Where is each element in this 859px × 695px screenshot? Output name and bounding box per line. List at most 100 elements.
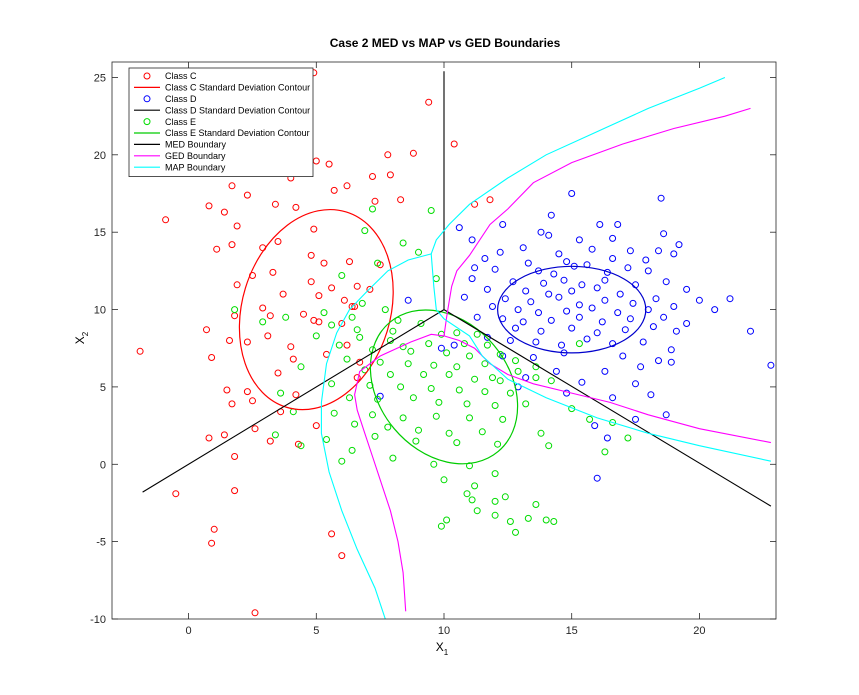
ged-boundary-segment-1 bbox=[354, 333, 772, 612]
class-d-point bbox=[639, 338, 647, 346]
y-tick-label: 25 bbox=[94, 73, 106, 85]
class-c-point bbox=[223, 386, 231, 394]
class-e-point bbox=[346, 394, 353, 402]
class-d-point bbox=[532, 338, 540, 346]
class-e-point bbox=[430, 460, 438, 468]
legend-label-class-e-standard-deviation-contour: Class E Standard Deviation Contour bbox=[165, 128, 310, 138]
class-d-point bbox=[491, 265, 499, 273]
class-d-point bbox=[588, 245, 596, 253]
class-e-point bbox=[491, 470, 499, 478]
class-e-point bbox=[356, 333, 364, 341]
class-e-point bbox=[445, 429, 453, 437]
class-e-point bbox=[389, 327, 397, 335]
class-c-point bbox=[220, 431, 228, 439]
class-c-points bbox=[136, 69, 494, 617]
class-d-point bbox=[506, 337, 514, 344]
class-d-point bbox=[460, 293, 468, 301]
class-e-point bbox=[427, 385, 435, 392]
x-tick-label: 0 bbox=[186, 625, 192, 637]
class-e-point bbox=[478, 428, 486, 436]
class-d-point bbox=[437, 344, 445, 352]
class-d-point bbox=[657, 194, 665, 202]
class-d-point bbox=[670, 250, 678, 258]
class-d-point bbox=[652, 295, 660, 303]
class-e-point bbox=[463, 400, 471, 408]
class-c-standard-deviation-contour bbox=[238, 208, 394, 411]
x-tick-label: 5 bbox=[313, 625, 319, 637]
class-c-point bbox=[213, 245, 221, 253]
class-d-point bbox=[619, 352, 627, 360]
class-e-point bbox=[330, 409, 338, 417]
y-tick-label: 0 bbox=[100, 459, 106, 471]
class-d-point bbox=[450, 341, 458, 349]
class-e-point bbox=[483, 341, 491, 349]
legend-marker-class-d bbox=[143, 95, 151, 103]
class-d-point bbox=[404, 296, 412, 304]
class-e-point bbox=[432, 275, 440, 283]
class-e-point bbox=[496, 350, 504, 358]
class-c-point bbox=[338, 320, 346, 327]
class-d-point bbox=[632, 415, 639, 423]
class-e-point bbox=[460, 340, 468, 348]
class-c-point bbox=[274, 238, 282, 245]
class-d-point bbox=[545, 231, 553, 239]
x-axis-label-main: X bbox=[436, 640, 444, 654]
plot-area bbox=[136, 69, 775, 619]
class-c-point bbox=[266, 437, 274, 445]
class-d-point bbox=[767, 361, 775, 369]
class-e-point bbox=[358, 299, 366, 307]
class-d-point bbox=[593, 284, 601, 292]
class-e-point bbox=[312, 332, 320, 340]
class-d-point bbox=[672, 327, 680, 335]
class-e-point bbox=[404, 360, 412, 368]
class-e-point bbox=[437, 522, 445, 530]
class-c-point bbox=[289, 355, 297, 363]
class-d-point bbox=[471, 264, 479, 272]
class-e-point bbox=[473, 507, 481, 515]
class-e-point bbox=[384, 423, 392, 431]
class-e-point bbox=[425, 340, 433, 348]
class-e-point bbox=[338, 457, 346, 465]
class-d-point bbox=[588, 304, 596, 312]
class-c-point bbox=[292, 203, 300, 211]
class-c-point bbox=[264, 332, 272, 340]
class-e-point bbox=[351, 420, 359, 428]
class-e-point bbox=[601, 448, 609, 456]
class-e-point bbox=[407, 347, 415, 355]
class-e-point bbox=[624, 434, 632, 442]
class-d-point bbox=[575, 313, 583, 321]
class-c-point bbox=[312, 422, 320, 430]
class-e-point bbox=[506, 389, 514, 397]
class-c-point bbox=[259, 304, 267, 312]
class-c-point bbox=[325, 160, 333, 168]
class-d-point bbox=[578, 281, 586, 289]
class-d-point bbox=[583, 335, 591, 343]
class-e-point bbox=[381, 306, 389, 314]
class-d-point bbox=[524, 259, 532, 267]
class-e-point bbox=[542, 516, 550, 524]
class-e-point bbox=[491, 511, 499, 519]
class-d-point bbox=[575, 301, 583, 309]
class-e-point bbox=[297, 363, 305, 371]
class-c-point bbox=[315, 318, 323, 326]
class-d-point bbox=[644, 267, 652, 275]
class-c-point bbox=[366, 285, 374, 293]
class-d-point bbox=[621, 326, 629, 334]
class-e-point bbox=[397, 383, 405, 391]
class-d-point bbox=[662, 278, 670, 286]
class-c-point bbox=[172, 490, 180, 498]
class-e-point bbox=[338, 272, 346, 279]
class-c-point bbox=[353, 282, 361, 290]
class-e-point bbox=[537, 429, 545, 437]
class-e-point bbox=[499, 415, 507, 423]
class-e-points bbox=[231, 205, 632, 536]
class-c-point bbox=[328, 530, 336, 538]
class-d-point bbox=[558, 341, 565, 349]
class-c-point bbox=[315, 292, 323, 300]
class-c-point bbox=[346, 258, 353, 266]
class-d-point bbox=[593, 474, 601, 482]
class-c-point bbox=[226, 337, 233, 344]
legend-label-med-boundary: MED Boundary bbox=[165, 140, 227, 150]
class-d-point bbox=[667, 346, 675, 354]
class-d-point bbox=[563, 307, 571, 315]
